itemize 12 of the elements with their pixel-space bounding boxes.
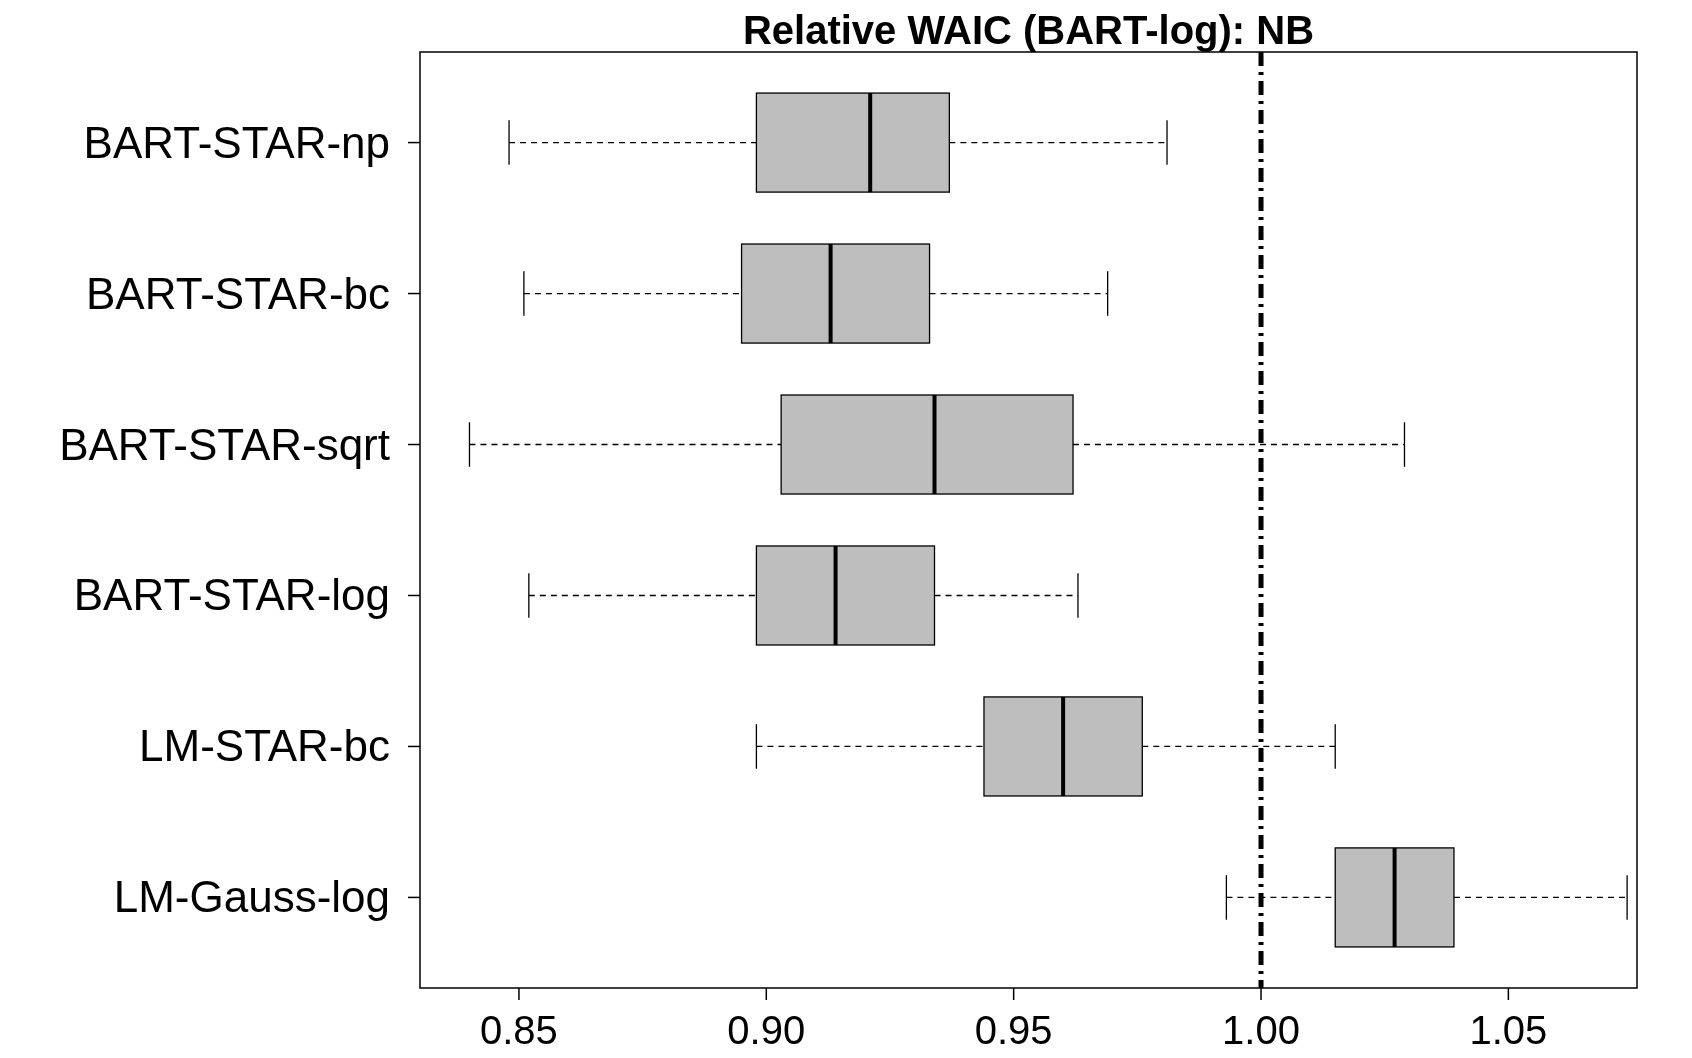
- y-tick-label: BART-STAR-bc: [86, 268, 390, 318]
- x-tick-label: 0.85: [480, 1008, 558, 1052]
- x-tick-label: 0.95: [974, 1008, 1053, 1052]
- y-tick-label: LM-STAR-bc: [139, 721, 390, 771]
- y-tick-label: BART-STAR-sqrt: [59, 419, 390, 469]
- y-tick-label: BART-STAR-log: [73, 570, 390, 620]
- x-tick-label: 1.00: [1222, 1008, 1300, 1052]
- x-tick-label: 1.05: [1469, 1008, 1548, 1052]
- chart-title: Relative WAIC (BART-log): NB: [742, 8, 1315, 52]
- y-tick-label: LM-Gauss-log: [113, 872, 390, 922]
- y-tick-label: BART-STAR-np: [83, 117, 390, 167]
- x-tick-label: 0.90: [727, 1008, 806, 1052]
